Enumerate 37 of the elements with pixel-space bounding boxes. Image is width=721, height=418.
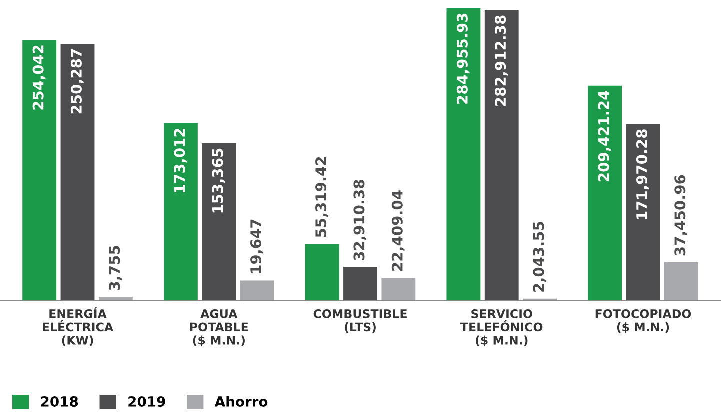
- bar: [202, 143, 236, 301]
- x-tick-label: AGUA POTABLE ($ M.N.): [190, 310, 248, 346]
- data-label: 22,409.04: [392, 190, 405, 271]
- data-label: 282,912.38: [495, 16, 508, 106]
- data-label: 3,755: [109, 246, 122, 290]
- bar: [446, 8, 481, 301]
- bar: [664, 262, 698, 301]
- data-label: 250,287: [70, 50, 84, 114]
- bar: [240, 280, 274, 301]
- bar: [305, 244, 340, 301]
- data-label: 37,450.96: [674, 175, 688, 256]
- data-label: 32,910.38: [354, 180, 367, 260]
- x-tick-label: SERVICIO TELEFÓNICO ($ M.N.): [460, 310, 543, 346]
- legend-label: 2019: [128, 396, 166, 407]
- bar: [344, 267, 378, 301]
- data-label: 254,042: [32, 46, 46, 110]
- bar: [164, 123, 198, 301]
- legend-label: 2018: [41, 396, 78, 407]
- x-tick-label: COMBUSTIBLE (LTS): [314, 310, 407, 334]
- bar: [382, 278, 416, 301]
- bar: [588, 86, 622, 301]
- bar: [98, 297, 133, 301]
- x-tick-label: FOTOCOPIADO ($ M.N.): [596, 310, 692, 334]
- data-label: 171,970.28: [636, 130, 650, 220]
- data-label: 173,012: [174, 128, 188, 192]
- data-label: 19,647: [250, 220, 264, 274]
- bar: [22, 40, 57, 301]
- legend-label: Ahorro: [214, 396, 268, 407]
- bar: [60, 44, 95, 301]
- data-label: 209,421.24: [598, 90, 612, 182]
- data-label: 153,365: [212, 148, 226, 213]
- data-label: 55,319.42: [316, 157, 328, 238]
- data-label: 284,955.93: [456, 14, 470, 104]
- bar: [484, 10, 519, 301]
- data-label: 2,043.55: [533, 222, 546, 292]
- bar: [626, 124, 660, 301]
- x-tick-label: ENERGÍA ELÉCTRICA (KW): [43, 307, 114, 346]
